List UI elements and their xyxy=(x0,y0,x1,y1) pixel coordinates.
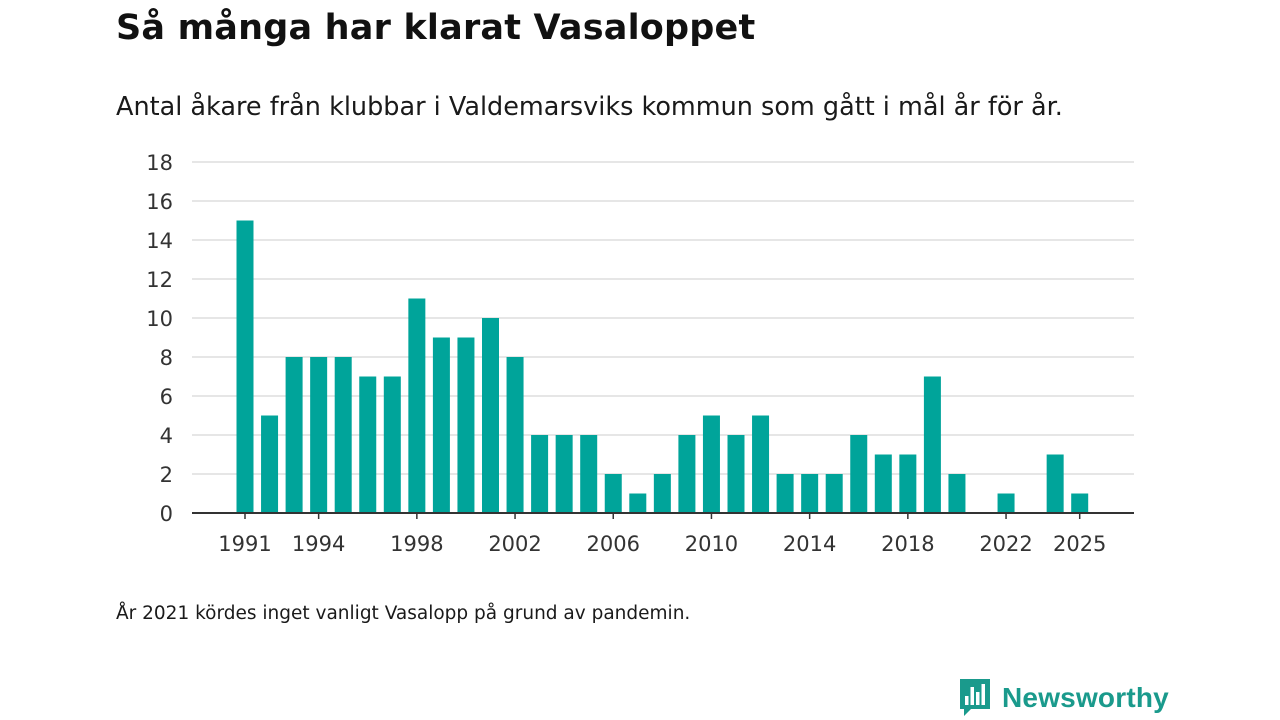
newsworthy-logo-icon xyxy=(960,679,990,716)
bar-2014 xyxy=(801,474,819,513)
y-tick-label-2: 2 xyxy=(160,463,173,487)
bar-2019 xyxy=(923,376,941,513)
y-axis-ticks: 0 2 4 6 8 10 12 14 16 18 xyxy=(146,151,173,526)
bar-2008 xyxy=(653,474,671,513)
bar-2022 xyxy=(997,493,1015,513)
footnote: År 2021 kördes inget vanligt Vasalopp på… xyxy=(116,603,691,624)
bar-2009 xyxy=(678,435,696,513)
bar-1997 xyxy=(383,376,401,513)
bar-2016 xyxy=(850,435,868,513)
bar-2013 xyxy=(776,474,794,513)
bar-2024 xyxy=(1046,454,1064,513)
bar-2007 xyxy=(629,493,647,513)
bar-2012 xyxy=(752,415,770,513)
y-tick-label-12: 12 xyxy=(146,268,173,292)
x-tick-label-2014: 2014 xyxy=(783,532,836,556)
x-tick-label-2002: 2002 xyxy=(488,532,541,556)
x-tick-label-2006: 2006 xyxy=(587,532,640,556)
chart-title: Så många har klarat Vasaloppet xyxy=(116,8,756,48)
brand-logo[interactable]: Newsworthy xyxy=(958,678,1169,718)
bar-2006 xyxy=(604,474,622,513)
x-tick-label-1991: 1991 xyxy=(218,532,271,556)
bar-1991 xyxy=(236,220,254,513)
bar-2017 xyxy=(874,454,892,513)
bar-2011 xyxy=(727,435,745,513)
bar-2001 xyxy=(482,318,499,513)
bar-2025 xyxy=(1071,493,1089,513)
gridlines xyxy=(192,161,1134,475)
bar-2020 xyxy=(948,474,966,513)
x-tick-label-2010: 2010 xyxy=(685,532,738,556)
bars xyxy=(236,220,1089,513)
y-tick-label-10: 10 xyxy=(146,307,173,331)
y-tick-label-16: 16 xyxy=(146,190,173,214)
bar-2004 xyxy=(555,435,573,513)
y-tick-label-18: 18 xyxy=(146,151,173,175)
bar-2003 xyxy=(531,435,549,513)
y-tick-label-0: 0 xyxy=(160,502,173,526)
bar-1995 xyxy=(334,357,352,513)
x-axis-ticks: 1991 1994 1998 2002 2006 2010 2014 2018 2022 2025 xyxy=(218,513,1106,556)
bar-2000 xyxy=(457,337,475,513)
x-tick-label-1994: 1994 xyxy=(292,532,345,556)
bar-1996 xyxy=(359,376,377,513)
brand-name: Newsworthy xyxy=(1002,682,1169,713)
bar-2005 xyxy=(580,435,598,513)
y-tick-label-4: 4 xyxy=(160,424,173,448)
bar-2002 xyxy=(506,357,524,513)
x-tick-label-2025: 2025 xyxy=(1053,532,1106,556)
bar-1994 xyxy=(310,357,328,513)
bar-2010 xyxy=(702,415,720,513)
x-tick-label-2022: 2022 xyxy=(979,532,1032,556)
bar-1998 xyxy=(408,298,426,513)
bar-1993 xyxy=(285,357,303,513)
bar-2015 xyxy=(825,474,843,513)
y-tick-label-8: 8 xyxy=(160,346,173,370)
x-tick-label-1998: 1998 xyxy=(390,532,443,556)
y-tick-label-14: 14 xyxy=(146,229,173,253)
bar-2018 xyxy=(899,454,917,513)
x-tick-label-2018: 2018 xyxy=(881,532,934,556)
chart-subtitle: Antal åkare från klubbar i Valdemarsviks… xyxy=(116,92,1063,122)
bar-chart: 0 2 4 6 8 10 12 14 16 18 1991 1994 1998 2002 2006 2010… xyxy=(146,151,1134,556)
bar-1992 xyxy=(261,415,279,513)
bar-1999 xyxy=(432,337,450,513)
y-tick-label-6: 6 xyxy=(160,385,173,409)
